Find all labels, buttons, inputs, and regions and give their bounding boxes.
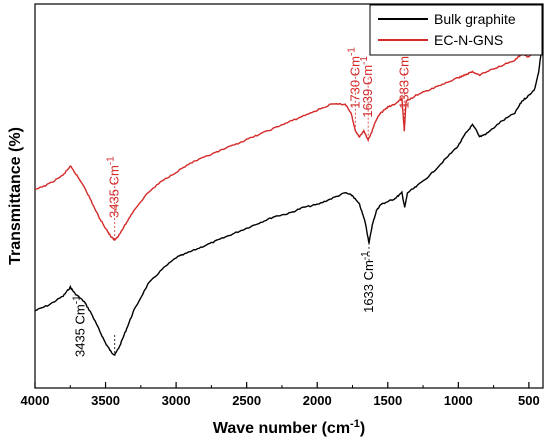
peak-label: 1633 Cm-1	[360, 251, 376, 313]
peak-annotation: 3435 Cm-1	[72, 295, 116, 357]
x-tick-label: 500	[518, 393, 540, 408]
y-axis-title: Transmittance (%)	[7, 127, 24, 265]
plot-frame	[34, 3, 544, 389]
peak-annotation: 3435 Cm-1	[106, 156, 122, 240]
peak-label: 3435 Cm-1	[106, 156, 122, 218]
legend-label-ec-n-gns: EC-N-GNS	[434, 32, 503, 48]
x-tick-label: 3000	[162, 393, 191, 408]
x-tick-label: 3500	[91, 393, 120, 408]
peak-label: 1383 Cm-1	[395, 47, 411, 109]
x-axis-title: Wave number (cm-1)	[213, 418, 365, 437]
x-tick-label: 1000	[444, 393, 473, 408]
peak-annotation: 1639 Cm-1	[359, 56, 375, 140]
x-axis-ticks: 4000 3500 3000 2500 2000 1500 1000 500	[21, 382, 540, 408]
x-tick-label: 2500	[232, 393, 261, 408]
series-line-bulk-graphite	[34, 48, 543, 357]
peak-label: 1730 Cm-1	[346, 47, 362, 109]
x-tick-label: 2000	[303, 393, 332, 408]
series-line-ec-n-gns	[34, 30, 543, 241]
x-tick-label: 4000	[21, 393, 50, 408]
peak-annotation: 1633 Cm-1	[360, 242, 376, 313]
legend-label-bulk-graphite: Bulk graphite	[434, 11, 516, 27]
peak-label: 3435 Cm-1	[72, 295, 88, 357]
peak-annotation: 1730 Cm-1	[346, 47, 362, 131]
annotations-group: 3435 Cm-1 1633 Cm-1 3435 Cm-1 1730 Cm-11639…	[72, 47, 412, 357]
peak-label: 1639 Cm-1	[359, 56, 375, 118]
legend: Bulk graphite EC-N-GNS	[369, 4, 543, 56]
legend-box	[369, 4, 543, 56]
series-group	[34, 30, 543, 357]
x-tick-label: 1500	[373, 393, 402, 408]
